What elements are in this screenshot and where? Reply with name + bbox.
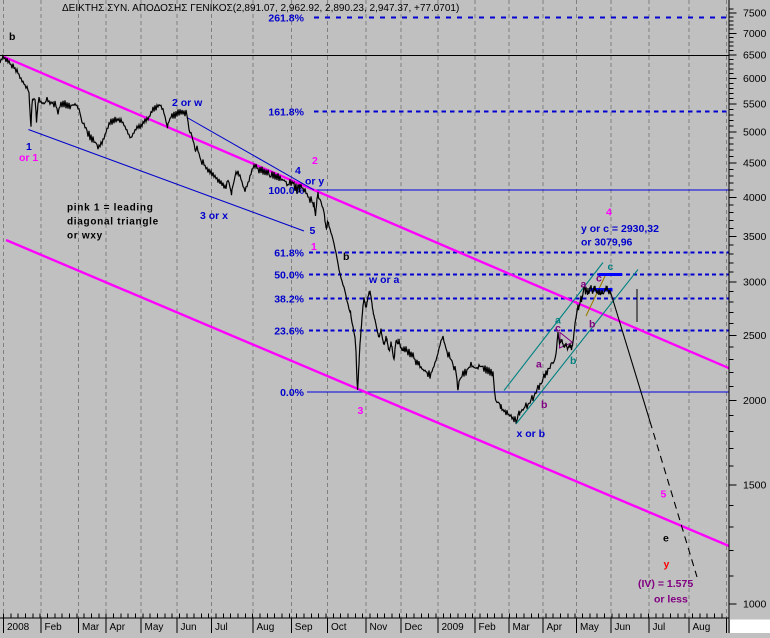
- svg-text:6000: 6000: [743, 73, 767, 85]
- svg-text:a: a: [581, 279, 587, 291]
- svg-text:23.6%: 23.6%: [274, 326, 304, 338]
- svg-text:Dec: Dec: [405, 622, 423, 633]
- svg-text:2 or w: 2 or w: [172, 97, 203, 109]
- svg-text:6500: 6500: [743, 50, 767, 62]
- svg-text:5: 5: [661, 489, 667, 501]
- svg-text:c: c: [555, 323, 561, 335]
- svg-text:1000: 1000: [743, 599, 767, 611]
- svg-text:Oct: Oct: [331, 622, 347, 633]
- svg-text:Jul: Jul: [653, 622, 666, 633]
- svg-text:3500: 3500: [743, 231, 767, 243]
- svg-text:Apr: Apr: [110, 622, 126, 633]
- svg-text:b: b: [343, 251, 349, 263]
- svg-text:2: 2: [312, 155, 318, 167]
- svg-text:May: May: [580, 622, 599, 633]
- svg-text:or less: or less: [654, 594, 688, 606]
- svg-text:5: 5: [310, 225, 316, 237]
- svg-text:diagonal triangle: diagonal triangle: [67, 217, 159, 228]
- svg-text:4: 4: [295, 165, 301, 177]
- svg-text:Nov: Nov: [370, 622, 388, 633]
- svg-text:c: c: [608, 261, 614, 273]
- svg-text:b: b: [9, 31, 15, 43]
- svg-text:x or b: x or b: [517, 428, 546, 440]
- svg-text:38.2%: 38.2%: [274, 294, 304, 306]
- svg-text:61.8%: 61.8%: [274, 248, 304, 260]
- svg-text:Apr: Apr: [547, 622, 563, 633]
- svg-text:a: a: [536, 359, 542, 371]
- svg-text:2009: 2009: [442, 622, 465, 633]
- svg-text:Jul: Jul: [215, 622, 228, 633]
- svg-text:Sep: Sep: [295, 622, 313, 633]
- svg-text:4: 4: [606, 207, 612, 219]
- svg-text:4000: 4000: [743, 192, 767, 204]
- svg-text:w or a: w or a: [368, 274, 400, 286]
- svg-text:a: a: [555, 315, 561, 327]
- svg-text:y or c = 2930,32: y or c = 2930,32: [581, 223, 659, 235]
- svg-text:2008: 2008: [7, 622, 30, 633]
- svg-text:e: e: [663, 533, 669, 545]
- svg-text:4500: 4500: [743, 157, 767, 169]
- svg-text:161.8%: 161.8%: [268, 107, 304, 119]
- svg-text:or 1: or 1: [19, 152, 38, 164]
- svg-text:Jun: Jun: [615, 622, 631, 633]
- svg-text:pink 1 = leading: pink 1 = leading: [67, 203, 154, 214]
- svg-text:or y: or y: [305, 176, 324, 188]
- svg-text:50.0%: 50.0%: [274, 270, 304, 282]
- svg-text:3: 3: [358, 405, 364, 417]
- svg-text:0.0%: 0.0%: [280, 387, 305, 399]
- svg-text:7500: 7500: [743, 8, 767, 20]
- svg-text:261.8%: 261.8%: [268, 13, 304, 25]
- svg-text:3000: 3000: [743, 276, 767, 288]
- svg-text:7000: 7000: [743, 28, 767, 40]
- svg-text:Feb: Feb: [479, 622, 497, 633]
- svg-text:2500: 2500: [743, 330, 767, 342]
- svg-text:ΔΕΙΚΤΗΣ ΣΥΝ. ΑΠΟΔΟΣΗΣ ΓΕΝΙΚΟΣ(: ΔΕΙΚΤΗΣ ΣΥΝ. ΑΠΟΔΟΣΗΣ ΓΕΝΙΚΟΣ(2,891.07, …: [62, 3, 459, 14]
- svg-text:May: May: [145, 622, 164, 633]
- svg-text:c: c: [596, 273, 602, 285]
- svg-text:or wxy: or wxy: [67, 231, 103, 242]
- svg-text:Aug: Aug: [257, 622, 275, 633]
- svg-text:Mar: Mar: [513, 622, 531, 633]
- svg-text:1: 1: [311, 241, 317, 253]
- svg-text:5500: 5500: [743, 99, 767, 111]
- svg-text:y: y: [664, 559, 670, 571]
- svg-text:b: b: [589, 319, 595, 331]
- svg-text:1500: 1500: [743, 480, 767, 492]
- svg-text:3 or x: 3 or x: [200, 210, 228, 222]
- svg-text:or 3079,96: or 3079,96: [581, 237, 633, 249]
- svg-text:b: b: [570, 355, 576, 367]
- svg-text:b: b: [541, 399, 547, 411]
- svg-text:2000: 2000: [743, 395, 767, 407]
- svg-text:Mar: Mar: [82, 622, 100, 633]
- svg-text:Feb: Feb: [45, 622, 63, 633]
- svg-text:1: 1: [26, 141, 32, 153]
- svg-text:5000: 5000: [743, 127, 767, 139]
- svg-text:(IV) = 1.575: (IV) = 1.575: [638, 578, 693, 590]
- svg-text:Aug: Aug: [693, 622, 711, 633]
- svg-text:Jun: Jun: [181, 622, 197, 633]
